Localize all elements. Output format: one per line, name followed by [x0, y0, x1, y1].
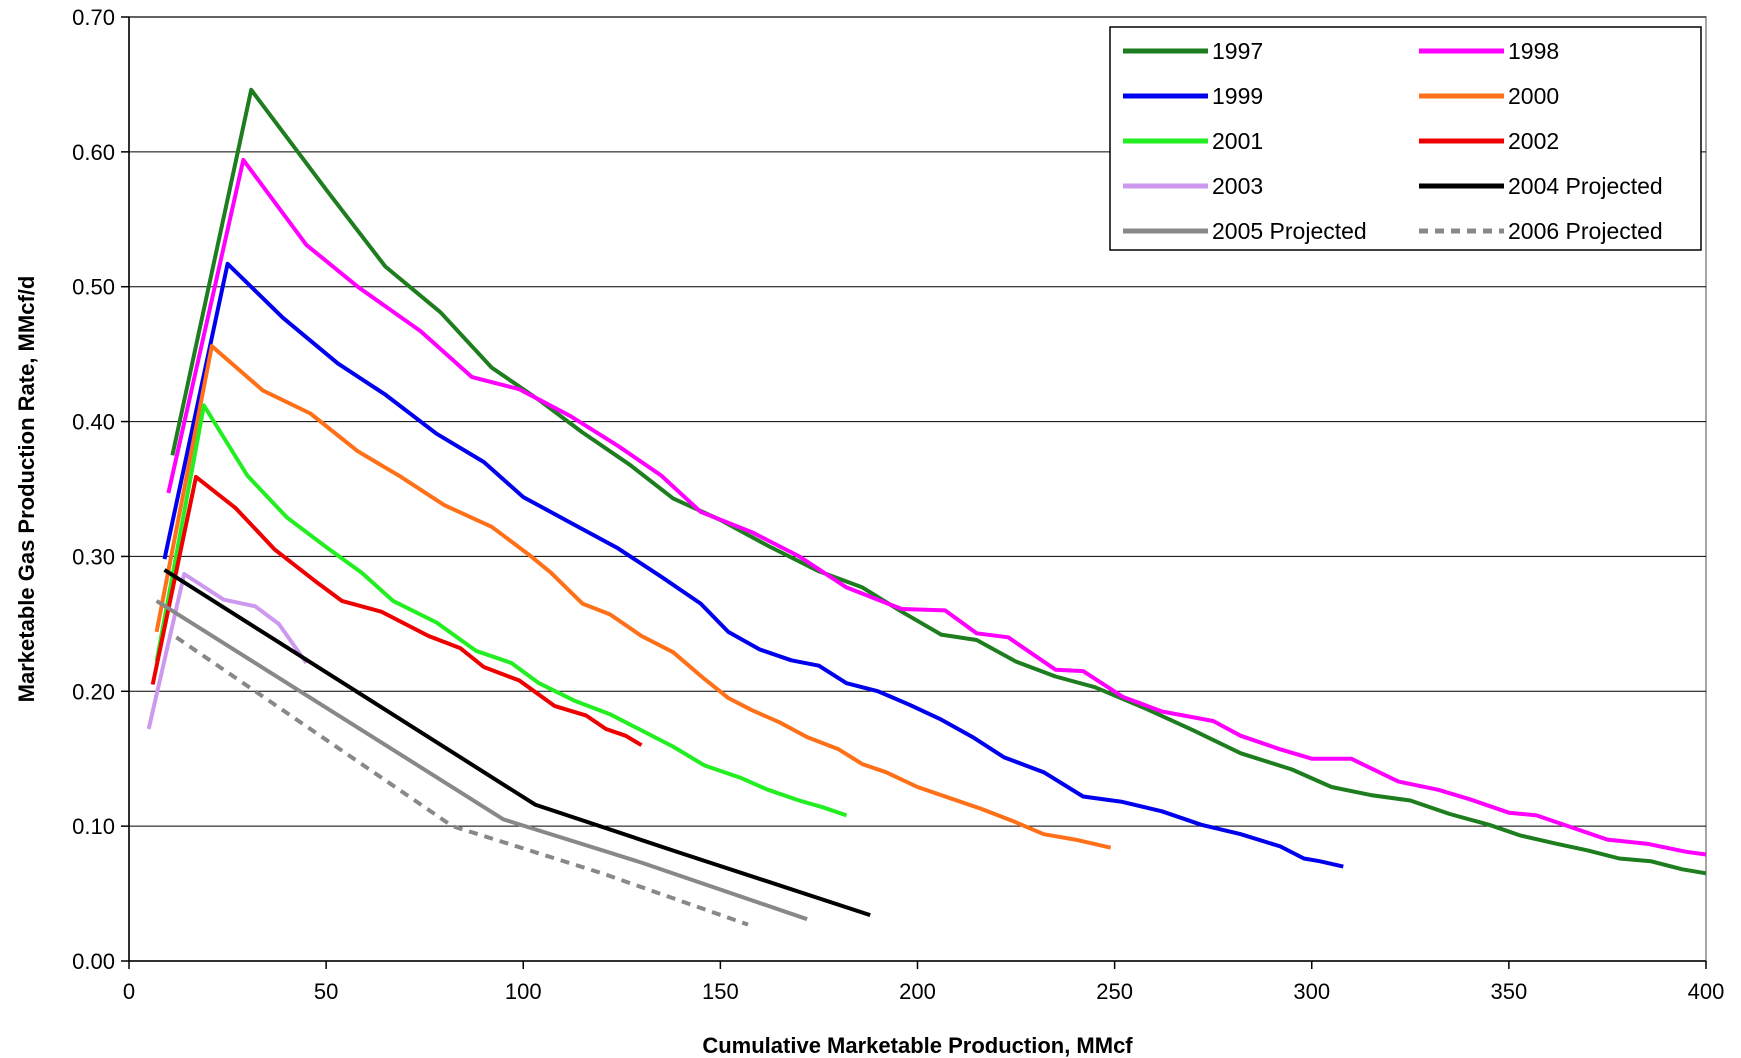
axes: 0.00 0.10 0.20 0.30 0.40 0.50 0.60 0.70 0 50 100 15…: [72, 5, 1724, 1004]
series-line-2003: [146, 572, 309, 730]
x-tick-label: 300: [1293, 979, 1330, 1004]
series-line-2001: [154, 403, 848, 818]
x-tick-label: 0: [123, 979, 135, 1004]
y-tick-label: 0.50: [72, 275, 115, 300]
y-tick-label: 0.10: [72, 814, 115, 839]
y-tick-label: 0.20: [72, 679, 115, 704]
series-line-1999: [162, 261, 1344, 869]
series-line-2000: [154, 344, 1112, 850]
x-axis-title: Cumulative Marketable Production, MMcf: [702, 1033, 1133, 1058]
series-line-2004-projected: [163, 568, 871, 918]
legend-label: 2000: [1508, 83, 1559, 109]
legend-label: 1997: [1212, 38, 1263, 64]
legend: 1997 1998 1999 2000 2001 2002 2003 2004 Project…: [1109, 26, 1702, 251]
series-line-2006-projected: [175, 635, 749, 927]
legend-label: 2006 Projected: [1508, 218, 1663, 244]
series-line-2005-projected: [155, 599, 808, 922]
x-tick-label: 150: [702, 979, 739, 1004]
x-tick-label: 250: [1096, 979, 1133, 1004]
x-tick-label: 400: [1688, 979, 1725, 1004]
x-tick-label: 50: [314, 979, 338, 1004]
legend-label: 1999: [1212, 83, 1263, 109]
series-line-2002: [150, 474, 643, 747]
series-lines: [146, 87, 1707, 927]
legend-label: 2001: [1212, 128, 1263, 154]
legend-label: 2005 Projected: [1212, 218, 1367, 244]
y-axis-title: Marketable Gas Production Rate, MMcf/d: [14, 276, 39, 703]
y-tick-label: 0.60: [72, 140, 115, 165]
legend-label: 2003: [1212, 173, 1263, 199]
x-tick-label: 100: [505, 979, 542, 1004]
legend-label: 2004 Projected: [1508, 173, 1663, 199]
legend-label: 2002: [1508, 128, 1559, 154]
series-line-1998: [166, 157, 1707, 857]
y-tick-label: 0.70: [72, 5, 115, 30]
y-tick-label: 0.00: [72, 949, 115, 974]
legend-box: [1109, 26, 1702, 251]
y-tick-label: 0.40: [72, 410, 115, 435]
x-tick-label: 350: [1491, 979, 1528, 1004]
y-tick-label: 0.30: [72, 544, 115, 569]
x-tick-label: 200: [899, 979, 936, 1004]
legend-label: 1998: [1508, 38, 1559, 64]
